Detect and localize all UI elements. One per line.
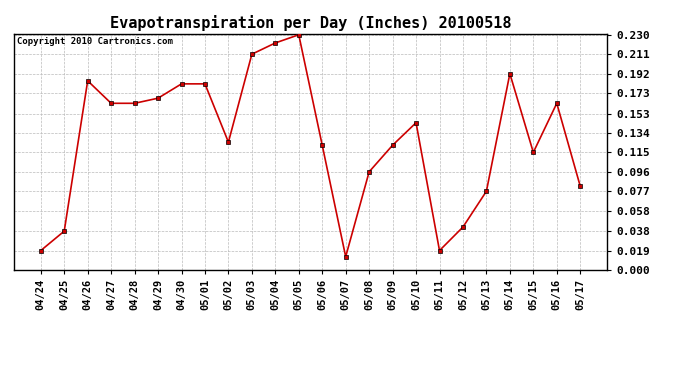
Text: Copyright 2010 Cartronics.com: Copyright 2010 Cartronics.com [17, 37, 172, 46]
Title: Evapotranspiration per Day (Inches) 20100518: Evapotranspiration per Day (Inches) 2010… [110, 15, 511, 31]
